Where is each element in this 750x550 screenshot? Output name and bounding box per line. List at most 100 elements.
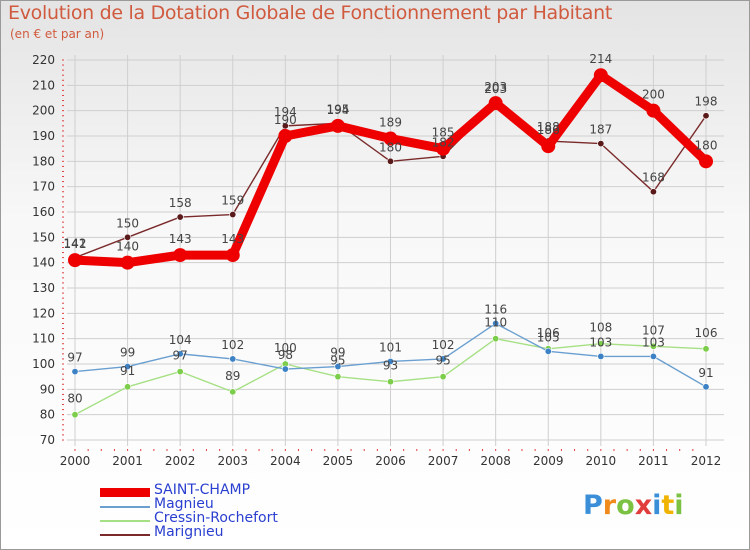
data-label: 103 (589, 335, 612, 349)
data-point (173, 248, 188, 263)
data-point (386, 157, 394, 165)
data-point (649, 342, 657, 350)
data-point (68, 253, 82, 268)
data-point (176, 368, 184, 376)
data-label: 97 (173, 349, 188, 363)
legend-label: Magnieu (154, 496, 214, 512)
data-point (176, 350, 184, 358)
x-tick-label: 2009 (533, 454, 564, 468)
data-label: 93 (383, 359, 398, 373)
y-tick-label: 170 (32, 180, 55, 194)
x-tick-label: 2000 (60, 454, 91, 468)
data-point (334, 363, 342, 371)
data-label: 104 (169, 333, 192, 347)
data-label: 95 (435, 354, 450, 368)
data-label: 99 (120, 346, 135, 360)
legend-swatch (100, 488, 150, 497)
x-tick-label: 2011 (638, 454, 669, 468)
x-tick-label: 2007 (428, 454, 459, 468)
logo-letter: o (616, 490, 635, 521)
data-point (120, 255, 135, 270)
data-label: 106 (537, 326, 560, 340)
data-label: 107 (642, 323, 665, 337)
data-label: 188 (537, 120, 560, 134)
logo-letter: r (602, 490, 617, 521)
data-point (386, 378, 394, 386)
data-label: 97 (67, 351, 82, 365)
y-tick-label: 210 (32, 78, 55, 92)
data-point (124, 383, 132, 391)
data-label: 195 (326, 102, 349, 116)
legend-item: Magnieu (100, 496, 360, 513)
y-tick-label: 140 (32, 256, 55, 270)
data-point (71, 368, 79, 376)
data-label: 194 (326, 103, 349, 117)
data-label: 198 (695, 95, 718, 109)
y-tick-label: 220 (32, 53, 55, 67)
logo-letter: x (634, 490, 653, 521)
data-label: 80 (67, 392, 82, 406)
data-point (383, 131, 398, 146)
data-point (541, 139, 556, 154)
data-label: 99 (330, 346, 345, 360)
data-point (229, 211, 237, 219)
data-label: 103 (642, 335, 665, 349)
y-tick-label: 200 (32, 104, 55, 118)
x-tick-label: 2004 (270, 454, 301, 468)
data-label: 143 (169, 232, 192, 246)
data-label: 91 (698, 366, 713, 380)
y-tick-label: 190 (32, 129, 55, 143)
data-label: 116 (484, 302, 507, 316)
data-label: 110 (484, 316, 507, 330)
data-label: 185 (432, 126, 455, 140)
y-tick-label: 80 (40, 408, 55, 422)
x-tick-label: 2001 (112, 454, 143, 468)
y-tick-label: 180 (32, 154, 55, 168)
data-label: 186 (537, 123, 560, 137)
data-label: 91 (120, 364, 135, 378)
legend-item: SAINT-CHAMP (100, 482, 360, 499)
data-label: 102 (432, 338, 455, 352)
data-point (699, 154, 713, 169)
data-point (544, 347, 552, 355)
data-point (702, 112, 710, 120)
logo-letter: t (661, 490, 675, 521)
data-label: 187 (589, 123, 612, 137)
x-tick-label: 2005 (323, 454, 354, 468)
data-point (124, 233, 132, 241)
data-point (649, 188, 657, 196)
data-label: 108 (589, 321, 612, 335)
legend-label: Marignieu (154, 524, 224, 540)
data-point (225, 248, 240, 263)
data-label: 214 (589, 52, 612, 66)
data-point (593, 68, 608, 83)
legend-label: Cressin-Rochefort (154, 510, 278, 526)
data-point (436, 141, 451, 156)
proxiti-logo: Proxiti (583, 490, 684, 521)
data-point (702, 383, 710, 391)
legend-swatch (100, 506, 150, 508)
data-point (597, 352, 605, 360)
data-point (492, 319, 500, 327)
y-tick-label: 160 (32, 205, 55, 219)
data-label: 140 (116, 240, 139, 254)
data-label: 189 (379, 116, 402, 130)
x-tick-label: 2002 (165, 454, 196, 468)
data-label: 180 (695, 138, 718, 152)
legend-label: SAINT-CHAMP (154, 482, 251, 498)
y-tick-label: 110 (32, 332, 55, 346)
legend-swatch (100, 534, 150, 536)
y-tick-label: 100 (32, 357, 55, 371)
logo-letter: i (652, 490, 662, 521)
data-label: 182 (432, 135, 455, 149)
y-tick-label: 70 (40, 433, 55, 447)
data-point (488, 96, 503, 111)
y-tick-label: 130 (32, 281, 55, 295)
data-point (439, 355, 447, 363)
data-point (649, 352, 657, 360)
data-point (124, 363, 132, 371)
data-label: 168 (642, 171, 665, 185)
data-point (281, 365, 289, 373)
y-tick-label: 120 (32, 306, 55, 320)
data-label: 89 (225, 369, 240, 383)
